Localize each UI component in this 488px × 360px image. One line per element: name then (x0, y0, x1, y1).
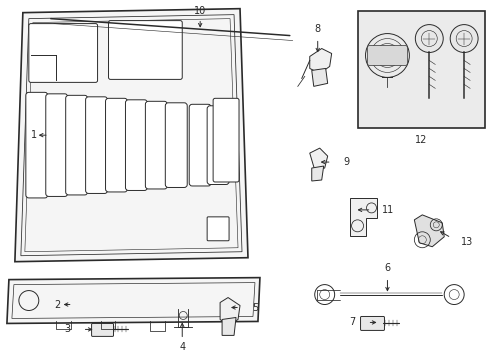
FancyBboxPatch shape (105, 98, 127, 192)
FancyBboxPatch shape (213, 98, 239, 182)
Text: 10: 10 (194, 6, 206, 15)
Text: 5: 5 (251, 302, 258, 312)
Polygon shape (309, 49, 331, 73)
Text: 11: 11 (381, 205, 393, 215)
Circle shape (449, 24, 477, 53)
Circle shape (414, 24, 442, 53)
Text: 8: 8 (314, 24, 320, 33)
FancyBboxPatch shape (207, 217, 228, 241)
Text: 9: 9 (343, 157, 349, 167)
FancyBboxPatch shape (29, 24, 98, 82)
FancyBboxPatch shape (367, 45, 407, 66)
Text: 2: 2 (54, 300, 61, 310)
Text: 4: 4 (179, 342, 185, 352)
Polygon shape (220, 298, 240, 325)
FancyBboxPatch shape (65, 95, 87, 195)
Polygon shape (311, 68, 327, 86)
Polygon shape (222, 318, 236, 336)
Polygon shape (7, 278, 260, 323)
FancyBboxPatch shape (207, 106, 228, 184)
FancyBboxPatch shape (125, 100, 147, 190)
Text: 7: 7 (348, 318, 355, 328)
Text: 13: 13 (460, 237, 472, 247)
FancyBboxPatch shape (145, 101, 167, 189)
Text: 1: 1 (31, 130, 37, 140)
Polygon shape (311, 166, 323, 181)
FancyBboxPatch shape (108, 21, 182, 80)
Polygon shape (15, 9, 247, 262)
Text: 3: 3 (64, 324, 71, 334)
FancyBboxPatch shape (91, 323, 113, 336)
FancyBboxPatch shape (46, 94, 67, 197)
Text: 6: 6 (384, 263, 390, 273)
FancyBboxPatch shape (360, 316, 384, 330)
Polygon shape (309, 148, 327, 170)
Polygon shape (413, 215, 443, 247)
Polygon shape (349, 198, 377, 236)
FancyBboxPatch shape (357, 11, 484, 128)
Circle shape (443, 285, 463, 305)
FancyBboxPatch shape (189, 104, 211, 186)
Text: 12: 12 (414, 135, 427, 145)
Circle shape (314, 285, 334, 305)
FancyBboxPatch shape (165, 103, 187, 188)
FancyBboxPatch shape (26, 92, 48, 198)
FancyBboxPatch shape (85, 97, 107, 193)
